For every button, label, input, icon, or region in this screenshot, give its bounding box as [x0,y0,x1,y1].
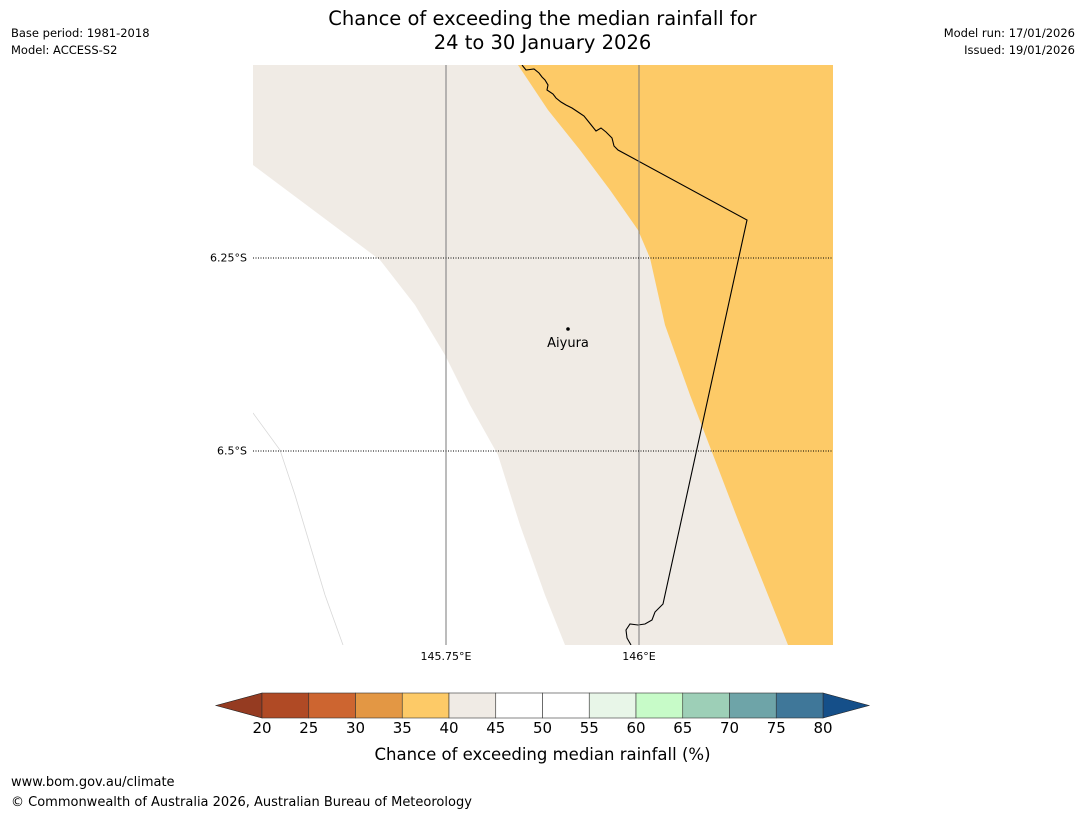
colorbar-segment [495,692,543,719]
colorbar-tick-label: 35 [392,719,412,737]
colorbar-segment [635,692,684,719]
colorbar-segment [401,692,450,719]
colorbar-segment [729,692,777,719]
colorbar-segment [542,692,590,719]
colorbar-tick-label: 45 [486,719,506,737]
footer-url[interactable]: www.bom.gov.au/climate [11,775,175,790]
base-period-text: Base period: 1981-2018 [11,26,150,40]
lat-label-6-5: 6.5°S [217,444,247,458]
colorbar-label: Chance of exceeding median rainfall (%) [374,745,711,764]
colorbar-tick-label: 40 [439,719,459,737]
model-text: Model: ACCESS-S2 [11,43,118,57]
colorbar-segment [261,692,310,719]
lon-label-145-75: 145.75°E [420,650,472,663]
meta-right: Model run: 17/01/2026 Issued: 19/01/2026 [944,25,1075,59]
coastline-border [521,65,748,645]
colorbar-tick-label: 20 [252,719,272,737]
colorbar-segment [775,692,824,719]
colorbar-tick-label: 70 [719,719,740,737]
colorbar-tick-label: 55 [579,719,599,737]
colorbar-segment [448,692,497,719]
colorbar-over-arrow [822,692,871,719]
place-marker [566,327,570,331]
colorbar-tick-label: 50 [532,719,553,737]
colorbar-tick-label: 30 [345,719,366,737]
colorbar-tick-label: 25 [299,719,319,737]
chart-title: Chance of exceeding the median rainfall … [0,7,1085,55]
model-run-text: Model run: 17/01/2026 [943,26,1075,40]
colorbar-segment [682,692,730,719]
colorbar-tick-label: 65 [673,719,693,737]
colorbar-segment [588,692,637,719]
colorbar-under-arrow [214,692,263,719]
band-35-40 [518,65,833,645]
meta-left: Base period: 1981-2018 Model: ACCESS-S2 [11,25,150,59]
colorbar-segment [308,692,356,719]
colorbar-tick-label: 60 [626,719,646,737]
colorbar-segment [355,692,403,719]
issued-text: Issued: 19/01/2026 [964,43,1075,57]
lat-label-6-25: 6.25°S [210,251,247,265]
title-line-2: 24 to 30 January 2026 [433,31,652,54]
faint-contour-line [253,412,344,645]
colorbar-tick-label: 80 [813,719,833,737]
lon-label-146: 146°E [622,650,656,663]
place-label-aiyura: Aiyura [547,336,589,351]
title-line-1: Chance of exceeding the median rainfall … [328,7,757,30]
colorbar-tick-label: 75 [766,719,786,737]
footer-copyright: © Commonwealth of Australia 2026, Austra… [11,795,472,810]
